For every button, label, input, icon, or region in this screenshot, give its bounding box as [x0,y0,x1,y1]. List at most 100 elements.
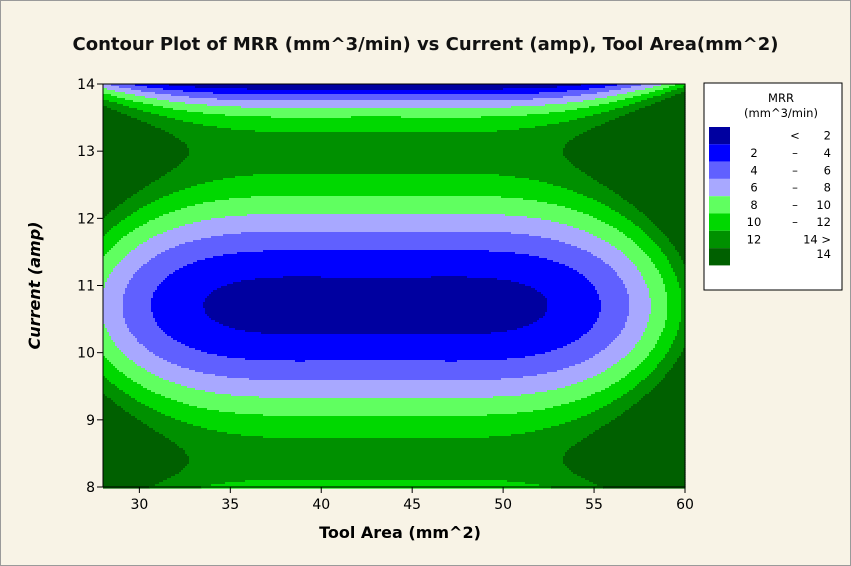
contour-cell [103,426,150,429]
contour-cell [615,108,640,111]
contour-cell [677,88,686,91]
contour-cell [641,248,662,251]
contour-cell [163,280,242,283]
contour-cell [103,106,108,109]
contour-cell [605,388,634,391]
contour-cell [189,152,564,155]
contour-cell [103,466,186,469]
contour-cell [597,236,628,239]
contour-cell [613,190,686,193]
contour-cell [649,92,666,95]
contour-cell [557,388,606,391]
contour-cell [127,376,160,379]
contour-cell [103,396,108,399]
contour-cell [681,258,686,261]
contour-cell [153,294,210,297]
contour-cell [579,338,616,341]
contour-cell [103,384,116,387]
contour-cell [117,110,144,113]
contour-cell [179,226,574,229]
contour-cell [647,326,666,329]
contour-cell [223,234,530,237]
contour-cell [585,478,686,481]
contour-cell [167,116,272,119]
contour-cell [661,274,676,277]
contour-cell [493,396,588,399]
contour-cell [545,312,600,315]
contour-cell [103,270,114,273]
contour-cell [647,322,666,325]
contour-cell [629,314,650,317]
contour-cell [585,360,620,363]
contour-cell [619,212,644,215]
contour-cell [671,266,686,269]
contour-cell [111,398,136,401]
contour-cell [535,354,596,357]
contour-cell [651,308,668,311]
contour-cell [657,366,674,369]
contour-cell [547,308,602,311]
contour-cell [187,146,566,149]
contour-cell [183,90,568,93]
contour-cell [103,260,122,263]
contour-cell [597,290,628,293]
contour-cell [171,398,582,401]
contour-cell [161,412,236,415]
contour-cell [601,390,630,393]
contour-cell [627,318,650,321]
contour-cell [103,322,126,325]
contour-cell [645,88,664,91]
contour-cell [205,390,548,393]
contour-cell [613,340,640,343]
contour-cell [103,422,144,425]
contour-cell [155,126,218,129]
contour-cell [543,316,600,319]
contour-cell [643,332,662,335]
contour-cell [103,358,108,361]
contour-cell [211,318,540,321]
contour-cell [651,220,686,223]
contour-cell [153,314,208,317]
contour-cell [109,212,134,215]
contour-cell [571,162,686,165]
contour-cell [601,304,630,307]
contour-cell [169,380,584,383]
contour-cell [155,392,216,395]
contour-cell [211,236,542,239]
contour-cell [563,154,686,157]
contour-cell [125,288,158,291]
legend-level-high: 2 [824,129,831,143]
contour-cell [163,214,248,217]
contour-cell [155,180,214,183]
contour-cell [637,342,658,345]
contour-cell [103,460,190,463]
contour-cell [235,328,518,331]
contour-cell [585,172,686,175]
axes: 30 35 40 45 50 55 60 8 9 10 11 12 13 14 Tool Area (mm^… [25,77,694,542]
contour-cell [223,178,530,181]
contour-cell [133,100,170,103]
contour-cell [671,242,686,245]
contour-cell [597,256,628,259]
contour-cell [653,388,686,391]
contour-cell [215,374,538,377]
contour-cell [137,400,178,403]
contour-cell [109,334,134,337]
contour-cell [617,336,642,339]
contour-cell [107,280,130,283]
contour-cell [133,274,170,277]
contour-cell [665,284,680,287]
contour-cell [637,208,686,211]
contour-cell [171,170,582,173]
contour-cell [103,332,110,335]
contour-cell [169,212,584,215]
contour-cell [179,446,572,449]
contour-cell [565,264,610,267]
contour-cell [583,334,620,337]
contour-cell [141,420,182,423]
contour-cell [655,346,672,349]
contour-cell [159,216,226,219]
contour-cell [213,256,540,259]
contour-cell [103,296,124,299]
contour-cell [103,456,190,459]
